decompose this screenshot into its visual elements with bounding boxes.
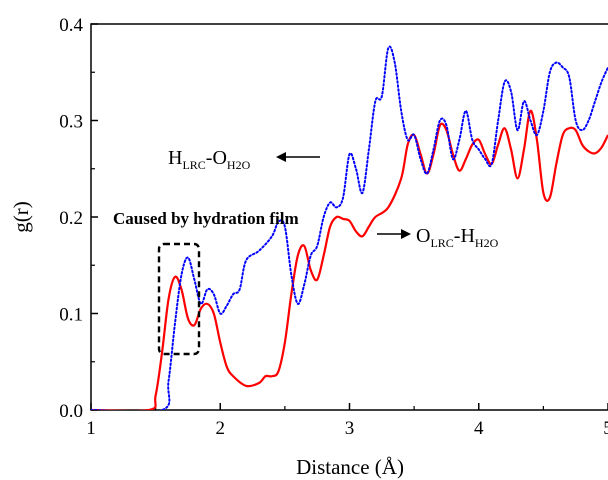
legend-red-series: OLRC-HH2O	[377, 225, 499, 250]
y-tick-label: 0.4	[59, 15, 83, 36]
legend-red-arrowhead	[401, 229, 411, 239]
x-tick-label: 1	[86, 418, 96, 439]
legend-blue-sub2: H2O	[227, 158, 251, 172]
y-tick-labels: 0.0 0.1 0.2 0.3 0.4	[59, 15, 83, 422]
x-tick-label: 2	[216, 418, 226, 439]
y-tick-label: 0.0	[59, 401, 83, 422]
legend-blue-main: H	[168, 147, 182, 169]
hydration-film-highlight-box	[157, 242, 201, 356]
y-tick-label: 0.3	[59, 112, 83, 133]
legend-blue-dash: -O	[206, 147, 227, 169]
legend-red-main: O	[416, 225, 430, 247]
x-axis-title: Distance (Å)	[296, 455, 404, 479]
y-axis-ticks	[91, 23, 98, 411]
y-tick-label: 0.2	[59, 208, 83, 229]
legend-red-dash: -H	[454, 225, 475, 247]
x-tick-label: 3	[345, 418, 355, 439]
series-line-h-lrc-o-h2o	[91, 45, 608, 410]
series-line-o-lrc-h-h2o	[91, 109, 608, 410]
legend-red-sub1: LRC	[430, 236, 453, 250]
legend-blue-sub1: LRC	[182, 158, 205, 172]
legend-red-sub2: H2O	[475, 236, 499, 250]
x-axis-ticks	[90, 403, 608, 410]
x-tick-label: 5	[603, 418, 608, 439]
y-tick-label: 0.1	[59, 305, 83, 326]
x-tick-label: 4	[474, 418, 484, 439]
legend-blue-series: HLRC-OH2O	[168, 147, 320, 172]
svg-text:HLRC-OH2O: HLRC-OH2O	[168, 147, 251, 172]
svg-text:OLRC-HH2O: OLRC-HH2O	[416, 225, 499, 250]
legend-blue-arrowhead	[276, 152, 286, 162]
x-tick-labels: 1 2 3 4 5	[86, 418, 608, 439]
hydration-film-annotation: Caused by hydration film	[113, 209, 299, 228]
y-axis-title: g(r)	[9, 201, 33, 232]
